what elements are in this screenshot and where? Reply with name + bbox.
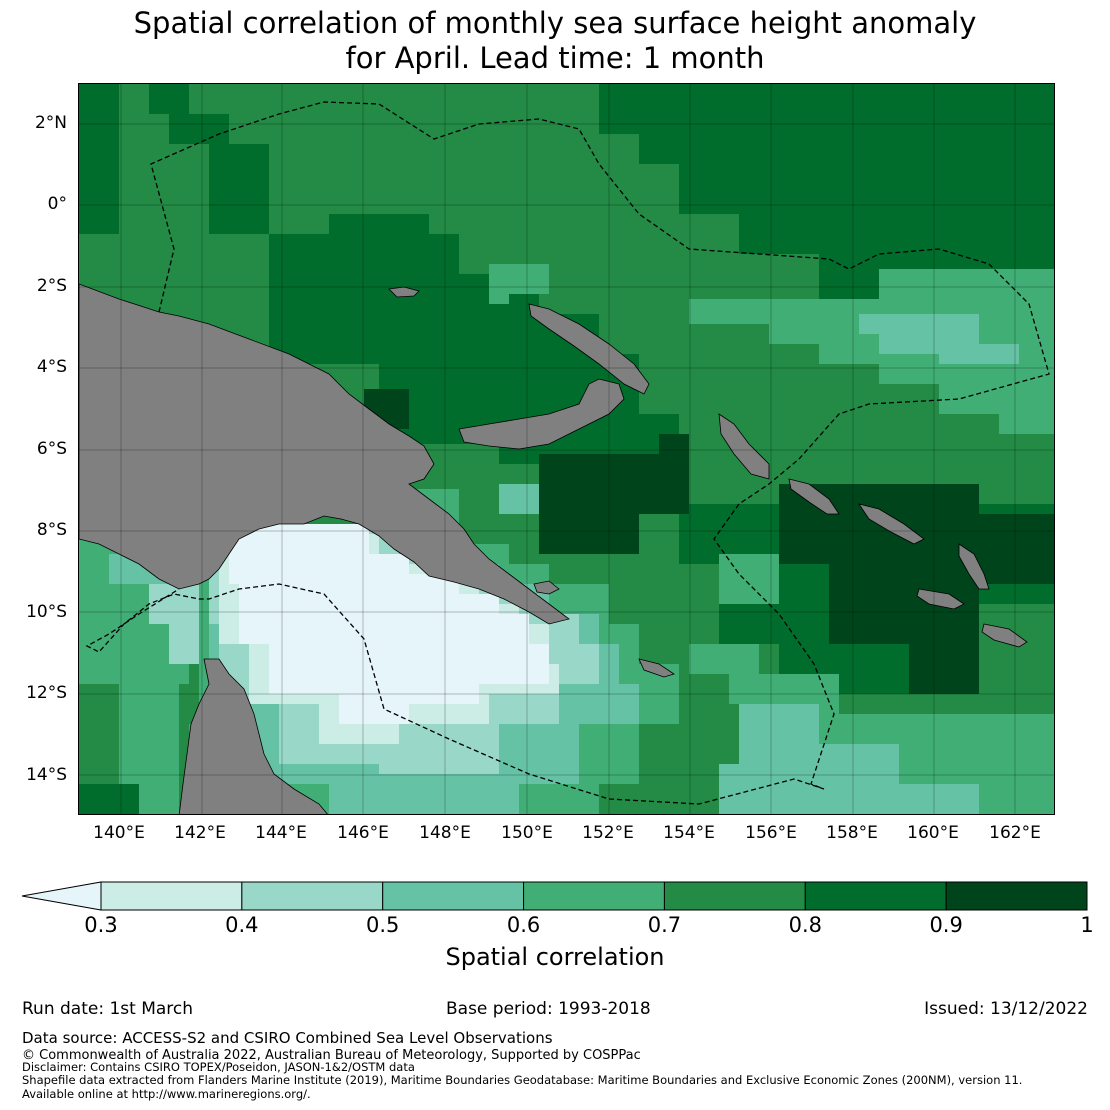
colorbar-tick-label: 0.4 — [225, 913, 259, 937]
manus — [388, 286, 420, 298]
new-ireland — [528, 303, 650, 395]
lon-label-152E: 152°E — [582, 823, 634, 843]
lat-label-12S: 12°S — [26, 683, 67, 703]
colorbar-tick-label: 0.9 — [929, 913, 963, 937]
lat-label-4S: 4°S — [36, 357, 67, 377]
cape-york — [178, 658, 328, 814]
colorbar-segment — [241, 881, 384, 911]
lat-label-6S: 6°S — [36, 439, 67, 459]
colorbar-extend-min — [21, 881, 102, 911]
data-source: Data source: ACCESS-S2 and CSIRO Combine… — [22, 1029, 553, 1047]
solomon-guadalcanal — [916, 588, 965, 610]
lat-label-8S: 8°S — [36, 520, 67, 540]
field-0.5-0.6 — [499, 314, 1019, 814]
lon-label-144E: 144°E — [255, 823, 307, 843]
title-line-1: Spatial correlation of monthly sea surfa… — [133, 6, 977, 40]
bougainville — [718, 413, 770, 480]
lon-label-158E: 158°E — [826, 823, 878, 843]
lat-label-10S: 10°S — [26, 602, 67, 622]
colorbar-label: Spatial correlation — [445, 943, 665, 971]
solomon-isabel — [858, 503, 925, 545]
available-online: Available online at http://www.marinereg… — [22, 1087, 311, 1101]
lon-label-146E: 146°E — [337, 823, 389, 843]
colorbar-segment — [945, 881, 1088, 911]
dentrecasteaux — [533, 580, 560, 595]
field-southwest — [79, 524, 199, 814]
colorbar-segment — [382, 881, 525, 911]
land — [79, 283, 1028, 814]
lat-label-0: 0° — [47, 194, 67, 214]
lon-label-162E: 162°E — [989, 823, 1041, 843]
disclaimer: Disclaimer: Contains CSIRO TOPEX/Poseido… — [22, 1060, 415, 1074]
lon-label-148E: 148°E — [419, 823, 471, 843]
correlation-map — [78, 83, 1055, 815]
base-period: Base period: 1993-2018 — [446, 999, 651, 1019]
shapefile-credit: Shapefile data extracted from Flanders M… — [22, 1073, 1023, 1087]
colorbar-tick-label: 0.8 — [788, 913, 822, 937]
colorbar-tick-label: 0.7 — [647, 913, 682, 937]
new-britain — [458, 378, 625, 450]
new-guinea — [79, 283, 570, 625]
lat-label-2S: 2°S — [36, 276, 67, 296]
solomon-choiseul — [788, 478, 840, 515]
louisiade — [638, 658, 675, 678]
issued-date: Issued: 13/12/2022 — [924, 999, 1088, 1019]
colorbar-segment — [523, 881, 665, 911]
field-coral-sea — [189, 489, 679, 814]
gridlines — [79, 84, 1054, 814]
lat-label-2N: 2°N — [34, 113, 67, 133]
colorbar-tick-label: 1 — [1080, 913, 1094, 937]
eez-boundaries — [85, 101, 1050, 805]
colorbar-tick-label: 0.6 — [506, 913, 541, 937]
lon-label-140E: 140°E — [93, 823, 145, 843]
title-line-2: for April. Lead time: 1 month — [345, 41, 765, 75]
lon-label-160E: 160°E — [907, 823, 959, 843]
copyright: © Commonwealth of Australia 2022, Austra… — [22, 1048, 641, 1063]
colorbar-segment — [100, 881, 243, 911]
solomon-malaita — [958, 543, 990, 590]
solomon-makira — [981, 623, 1028, 648]
colorbar-tick-label: 0.5 — [366, 913, 400, 937]
lon-label-154E: 154°E — [663, 823, 715, 843]
run-date: Run date: 1st March — [22, 999, 194, 1019]
lat-label-14S: 14°S — [26, 765, 67, 785]
lon-label-156E: 156°E — [745, 823, 797, 843]
colorbar — [21, 881, 1088, 911]
colorbar-segment — [663, 881, 806, 911]
colorbar-tick-label: 0.3 — [84, 913, 118, 937]
map-title: Spatial correlation of monthly sea surfa… — [0, 6, 1110, 76]
lon-label-150E: 150°E — [501, 823, 553, 843]
colorbar-segment — [804, 881, 947, 911]
lon-label-142E: 142°E — [174, 823, 226, 843]
field-0.6-0.7 — [489, 264, 1054, 814]
